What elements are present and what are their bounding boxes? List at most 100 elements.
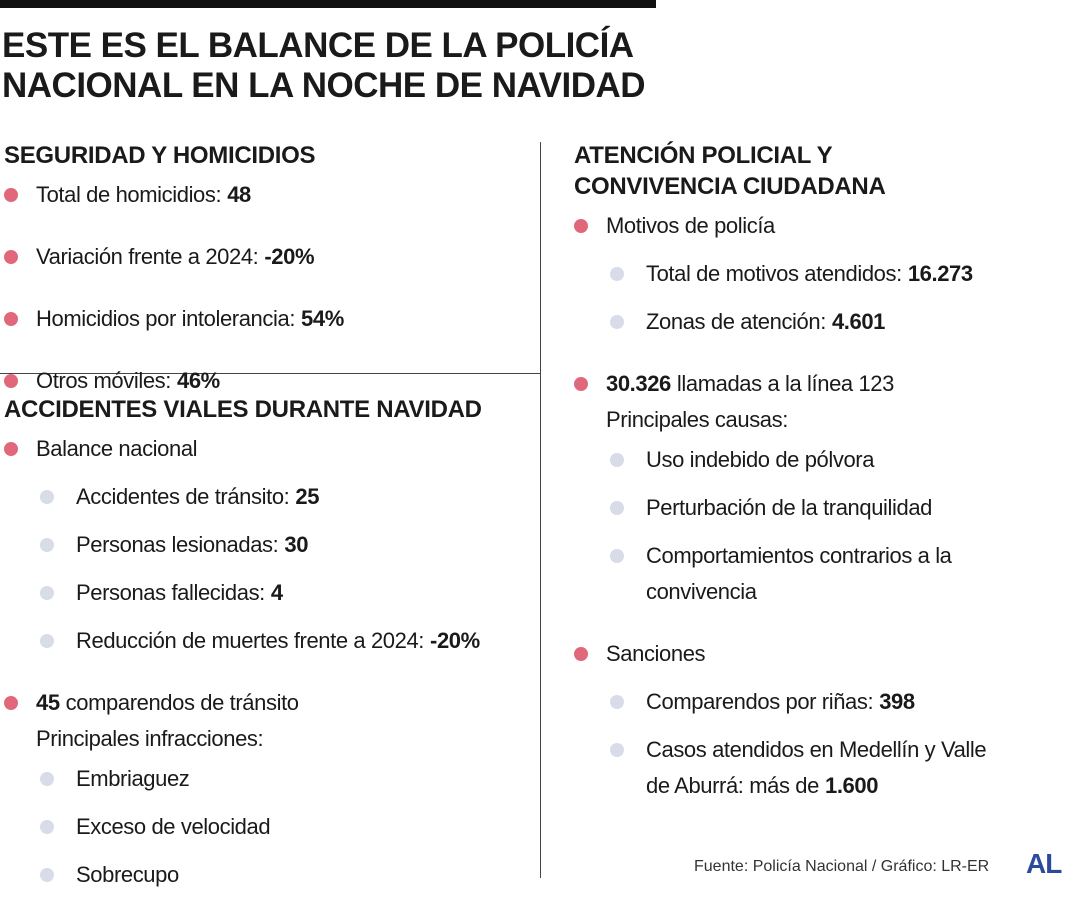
item-value: 46% [176, 368, 220, 393]
item-row: Homicidios por intolerancia: 54% [36, 301, 534, 349]
item-value: 48 [227, 182, 251, 207]
item-row: Sobrecupo [76, 857, 534, 905]
item-text: Comportamientos contrarios a la conviven… [646, 543, 952, 604]
sub-item: Total de motivos atendidos: 16.273 [610, 256, 1004, 304]
sub-list: Uso indebido de pólvora Perturbación de l… [610, 442, 1004, 622]
item-row: 45 comparendos de tránsito [36, 685, 534, 721]
item-row: Embriaguez [76, 761, 534, 809]
item-text: Embriaguez [76, 766, 190, 791]
item-value: 4 [270, 580, 283, 605]
list-item: 30.326 llamadas a la línea 123 Principales… [574, 366, 1004, 622]
sub-item: Sobrecupo [40, 857, 534, 905]
item-row: Variación frente a 2024: -20% [36, 239, 534, 287]
sub-list: Embriaguez Exceso de velocidad Sobrecupo [40, 761, 534, 905]
list-item: Total de homicidios: 48 [4, 177, 534, 225]
item-row: Zonas de atención: 4.601 [646, 304, 1004, 352]
section-heading: SEGURIDAD Y HOMICIDIOS [4, 140, 534, 171]
item-text: Perturbación de la tranquilidad [646, 495, 933, 520]
item-row: Personas lesionadas: 30 [76, 527, 534, 575]
list-item: Balance nacional Accidentes de tránsito: 2… [4, 431, 534, 671]
item-text: Sanciones [606, 641, 706, 666]
item-row: Motivos de policía [606, 208, 1004, 256]
sub-item: Casos atendidos en Medellín y Valle de A… [610, 732, 1004, 816]
sub-item: Uso indebido de pólvora [610, 442, 1004, 490]
item-text: Otros móviles: [36, 368, 171, 393]
item-text: Personas fallecidas: [76, 580, 265, 605]
sub-item: Reducción de muertes frente a 2024: -20% [40, 623, 534, 671]
column-divider [540, 142, 541, 878]
list-item: Otros móviles: 46% [4, 363, 534, 411]
list-item: Homicidios por intolerancia: 54% [4, 301, 534, 349]
sub-item: Exceso de velocidad [40, 809, 534, 857]
item-text: Accidentes de tránsito: [76, 484, 290, 509]
sub-list: Comparendos por riñas: 398 Casos atendidos… [610, 684, 1004, 816]
section-heading: ATENCIÓN POLICIAL Y CONVIVENCIA CIUDADANA [574, 140, 1004, 202]
top-bar [0, 0, 656, 8]
item-text: Sobrecupo [76, 862, 179, 887]
item-lead: 45 [36, 690, 60, 715]
item-text: Comparendos por riñas: [646, 689, 874, 714]
sub-item: Personas fallecidas: 4 [40, 575, 534, 623]
logo: AL [1026, 848, 1062, 879]
item-row: Personas fallecidas: 4 [76, 575, 534, 623]
section: ACCIDENTES VIALES DURANTE NAVIDAD Balance… [4, 394, 534, 905]
heading-line: CONVIVENCIA CIUDADANA [574, 173, 886, 200]
item-text: Zonas de atención: [646, 309, 826, 334]
item-value: 30 [284, 532, 309, 557]
item-value: 16.273 [907, 261, 973, 286]
heading-line: ATENCIÓN POLICIAL Y [574, 142, 833, 169]
sub-item: Comparendos por riñas: 398 [610, 684, 1004, 732]
list-item: Sanciones Comparendos por riñas: 398 Casos … [574, 636, 1004, 816]
sub-list: Total de motivos atendidos: 16.273 Zonas d… [610, 256, 1004, 352]
title-line: NACIONAL EN LA NOCHE DE NAVIDAD [2, 66, 646, 105]
item-row: Reducción de muertes frente a 2024: -20% [76, 623, 534, 671]
section-heading: ACCIDENTES VIALES DURANTE NAVIDAD [4, 394, 534, 425]
item-text: Total de homicidios: [36, 182, 222, 207]
list-item: Variación frente a 2024: -20% [4, 239, 534, 287]
item-value: 54% [301, 306, 344, 331]
item-note: Principales causas: [606, 407, 788, 432]
item-value: -20% [264, 244, 315, 269]
item-text: Reducción de muertes frente a 2024: [76, 628, 425, 653]
sub-item: Comportamientos contrarios a la conviven… [610, 538, 1004, 622]
item-row: Accidentes de tránsito: 25 [76, 479, 534, 527]
item-row: Exceso de velocidad [76, 809, 534, 857]
sub-item: Zonas de atención: 4.601 [610, 304, 1004, 352]
item-lead: 30.326 [606, 371, 671, 396]
sub-item: Accidentes de tránsito: 25 [40, 479, 534, 527]
item-value: -20% [430, 628, 480, 653]
item-row: Total de homicidios: 48 [36, 177, 534, 225]
item-row: Perturbación de la tranquilidad [646, 490, 1004, 538]
item-text: Uso indebido de pólvora [646, 447, 875, 472]
item-text: llamadas a la línea 123 [676, 371, 894, 396]
item-row: Casos atendidos en Medellín y Valle de A… [646, 732, 1004, 816]
item-value: 398 [879, 689, 915, 714]
sub-list: Accidentes de tránsito: 25 Personas lesion… [40, 479, 534, 671]
item-row: Comportamientos contrarios a la conviven… [646, 538, 1004, 622]
item-text: Exceso de velocidad [76, 814, 271, 839]
item-value: 4.601 [831, 309, 885, 334]
item-text: Homicidios por intolerancia: [36, 306, 296, 331]
item-text: comparendos de tránsito [65, 690, 299, 715]
item-row: Comparendos por riñas: 398 [646, 684, 1004, 732]
sub-item: Perturbación de la tranquilidad [610, 490, 1004, 538]
title-line: ESTE ES EL BALANCE DE LA POLICÍA [2, 26, 634, 65]
item-row: 30.326 llamadas a la línea 123 [606, 366, 1004, 402]
item-value: 25 [295, 484, 320, 509]
item-note: Principales infracciones: [36, 726, 264, 751]
heading-line: SEGURIDAD Y HOMICIDIOS [4, 142, 316, 169]
item-text: Total de motivos atendidos: [646, 261, 902, 286]
item-text: Balance nacional [36, 436, 198, 461]
sub-item: Personas lesionadas: 30 [40, 527, 534, 575]
item-text: Variación frente a 2024: [36, 244, 259, 269]
item-text: Motivos de policía [606, 213, 775, 238]
title: ESTE ES EL BALANCE DE LA POLICÍA NACIONAL… [2, 26, 646, 106]
section: ATENCIÓN POLICIAL Y CONVIVENCIA CIUDADANA… [574, 140, 1004, 816]
item-row: Total de motivos atendidos: 16.273 [646, 256, 1004, 304]
heading-line: ACCIDENTES VIALES DURANTE NAVIDAD [4, 396, 482, 423]
item-row: Balance nacional [36, 431, 534, 479]
item-row: Uso indebido de pólvora [646, 442, 1004, 490]
list-item: 45 comparendos de tránsito Principales inf… [4, 685, 534, 905]
list-item: Motivos de policía Total de motivos atend… [574, 208, 1004, 352]
